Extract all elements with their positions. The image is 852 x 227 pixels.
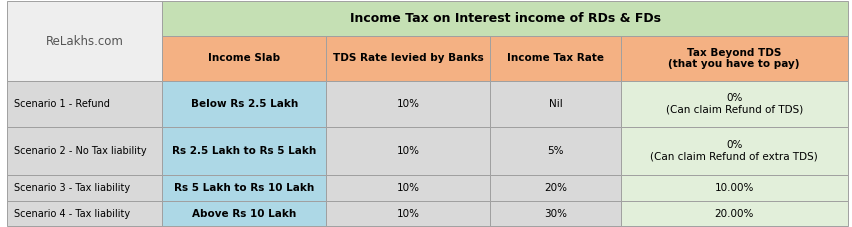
Bar — [163, 175, 326, 201]
Text: Below Rs 2.5 Lakh: Below Rs 2.5 Lakh — [191, 99, 298, 109]
Text: 10.00%: 10.00% — [715, 183, 754, 193]
Text: Income Tax on Interest income of RDs & FDs: Income Tax on Interest income of RDs & F… — [349, 12, 660, 25]
Bar — [7, 1, 163, 81]
Text: 10%: 10% — [397, 183, 420, 193]
Bar — [491, 127, 621, 175]
Text: Rs 2.5 Lakh to Rs 5 Lakh: Rs 2.5 Lakh to Rs 5 Lakh — [172, 146, 316, 156]
Bar — [163, 36, 326, 81]
Text: Scenario 1 - Refund: Scenario 1 - Refund — [14, 99, 110, 109]
Bar — [326, 81, 491, 127]
Bar — [7, 175, 163, 201]
Bar — [491, 81, 621, 127]
Text: 10%: 10% — [397, 209, 420, 219]
Bar — [621, 36, 848, 81]
Bar — [163, 201, 326, 226]
Text: Scenario 3 - Tax liability: Scenario 3 - Tax liability — [14, 183, 130, 193]
Text: Income Tax Rate: Income Tax Rate — [507, 53, 604, 63]
Text: Above Rs 10 Lakh: Above Rs 10 Lakh — [193, 209, 296, 219]
Text: 20.00%: 20.00% — [715, 209, 754, 219]
Bar — [621, 127, 848, 175]
Text: 10%: 10% — [397, 146, 420, 156]
Bar — [491, 175, 621, 201]
Bar — [326, 127, 491, 175]
Bar — [621, 201, 848, 226]
Text: Tax Beyond TDS
(that you have to pay): Tax Beyond TDS (that you have to pay) — [669, 48, 800, 69]
Bar — [621, 81, 848, 127]
Text: Income Slab: Income Slab — [209, 53, 280, 63]
Text: TDS Rate levied by Banks: TDS Rate levied by Banks — [333, 53, 484, 63]
Text: 10%: 10% — [397, 99, 420, 109]
Bar — [491, 201, 621, 226]
Bar — [163, 81, 326, 127]
Text: Scenario 4 - Tax liability: Scenario 4 - Tax liability — [14, 209, 130, 219]
Text: ReLakhs.com: ReLakhs.com — [46, 35, 124, 47]
Bar — [163, 1, 848, 36]
Text: 5%: 5% — [547, 146, 564, 156]
Text: Nil: Nil — [549, 99, 562, 109]
Bar — [326, 201, 491, 226]
Bar — [491, 36, 621, 81]
Text: Scenario 2 - No Tax liability: Scenario 2 - No Tax liability — [14, 146, 147, 156]
Bar — [7, 81, 163, 127]
Text: 0%
(Can claim Refund of TDS): 0% (Can claim Refund of TDS) — [665, 93, 803, 115]
Bar — [621, 175, 848, 201]
Bar — [326, 36, 491, 81]
Bar — [163, 127, 326, 175]
Text: Rs 5 Lakh to Rs 10 Lakh: Rs 5 Lakh to Rs 10 Lakh — [175, 183, 314, 193]
Bar — [7, 201, 163, 226]
Text: 20%: 20% — [544, 183, 567, 193]
Text: 0%
(Can claim Refund of extra TDS): 0% (Can claim Refund of extra TDS) — [650, 140, 818, 162]
Text: 30%: 30% — [544, 209, 567, 219]
Bar — [326, 175, 491, 201]
Bar — [7, 127, 163, 175]
